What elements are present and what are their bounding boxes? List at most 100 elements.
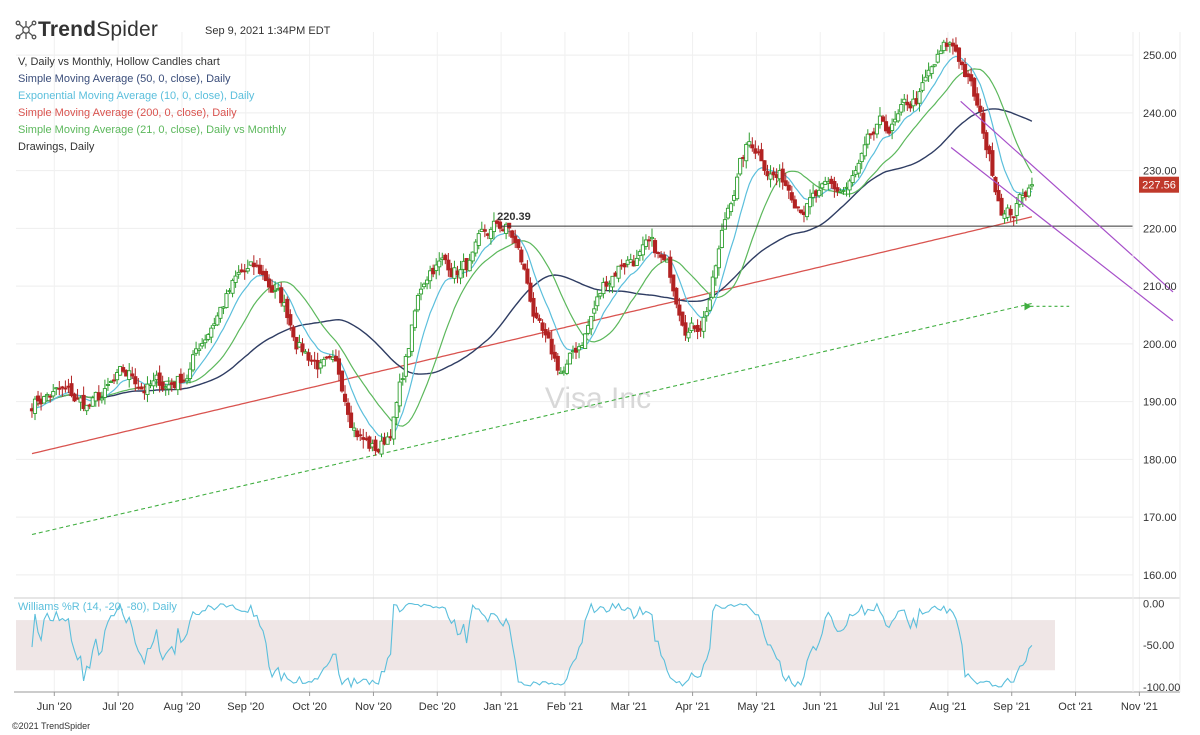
- candle: [902, 93, 907, 112]
- candle: [458, 260, 463, 285]
- candle: [735, 173, 740, 201]
- candle: [528, 277, 533, 303]
- candle: [835, 183, 840, 197]
- candle: [890, 118, 895, 140]
- candle: [45, 392, 50, 402]
- legend-entry: Simple Moving Average (50, 0, close), Da…: [18, 73, 231, 85]
- candle: [321, 356, 326, 367]
- sma-21-monthly-line: [31, 302, 1033, 536]
- candle: [418, 282, 424, 301]
- sma-21-line: [31, 68, 1033, 427]
- candle: [1011, 216, 1016, 227]
- williams-r-tick-label: 0.00: [1143, 598, 1164, 610]
- candle: [270, 279, 275, 293]
- candle: [1026, 184, 1031, 198]
- candle: [342, 385, 348, 406]
- candle: [443, 253, 448, 265]
- chart-watermark: Visa Inc: [545, 382, 651, 415]
- time-tick-label: Nov '20: [355, 701, 392, 713]
- candle: [473, 239, 478, 257]
- candle: [768, 165, 773, 188]
- candle: [385, 432, 390, 445]
- price-tick-label: 170.00: [1143, 512, 1177, 524]
- time-tick-label: Dec '20: [419, 701, 456, 713]
- time-tick-label: Aug '20: [163, 701, 200, 713]
- candle: [598, 292, 603, 300]
- legend-entry: Simple Moving Average (21, 0, close), Da…: [18, 124, 287, 136]
- candle: [975, 87, 980, 108]
- candle: [738, 157, 743, 177]
- candle: [99, 391, 104, 404]
- candle: [537, 314, 542, 323]
- legend-entry: Drawings, Daily: [18, 141, 95, 153]
- candle: [987, 144, 992, 162]
- candle: [403, 353, 408, 383]
- candle: [194, 341, 199, 357]
- candle: [215, 312, 220, 327]
- candle: [969, 68, 974, 87]
- candle: [555, 353, 560, 376]
- candle: [564, 359, 569, 376]
- candle: [352, 422, 357, 438]
- candle: [525, 260, 530, 285]
- candle: [522, 263, 527, 271]
- candle: [224, 289, 229, 309]
- candle: [400, 372, 405, 386]
- candle: [674, 287, 679, 309]
- last-price-badge: 227.56: [1139, 176, 1179, 193]
- candle: [84, 404, 89, 416]
- candle: [467, 253, 472, 272]
- candle: [956, 47, 962, 69]
- candle: [874, 123, 879, 139]
- candle: [358, 428, 363, 442]
- price-tick-label: 180.00: [1143, 454, 1177, 466]
- candle: [783, 172, 788, 187]
- brand-name: TrendSpider: [38, 18, 159, 41]
- candle: [920, 74, 925, 93]
- candle: [808, 189, 813, 215]
- candle: [935, 49, 940, 64]
- candle: [795, 206, 800, 212]
- time-tick-label: Jun '20: [37, 701, 72, 713]
- trend-drawings: 220.39: [497, 100, 1174, 322]
- candle: [81, 386, 86, 412]
- candle: [108, 379, 114, 383]
- candle: [899, 98, 904, 116]
- candle: [57, 380, 62, 396]
- candle: [683, 314, 688, 341]
- williams-r-tick-label: -50.00: [1143, 640, 1174, 652]
- candle: [704, 306, 709, 322]
- price-tick-label: 240.00: [1143, 108, 1177, 120]
- projection-arrow: [1024, 302, 1070, 311]
- axes: 160.00 170.00 180.00 190.00 200.00 210.00 220.…: [14, 32, 1181, 713]
- candle: [510, 229, 515, 245]
- candle: [115, 368, 120, 385]
- candle: [616, 265, 621, 283]
- candle: [373, 435, 378, 456]
- candle: [762, 160, 767, 175]
- time-tick-label: Feb '21: [547, 701, 583, 713]
- candle: [753, 140, 758, 160]
- candle: [847, 178, 852, 198]
- candle: [929, 65, 934, 79]
- candle: [470, 251, 475, 264]
- candle: [178, 368, 183, 391]
- support-level-label: 220.39: [497, 211, 531, 223]
- candle: [497, 219, 503, 233]
- candle: [990, 142, 995, 178]
- candle: [728, 201, 734, 216]
- candle: [1008, 205, 1013, 222]
- candle: [245, 259, 250, 274]
- candle: [883, 114, 889, 134]
- candle: [701, 311, 706, 339]
- candle: [121, 364, 126, 374]
- candle: [516, 239, 521, 250]
- candle: [431, 264, 436, 278]
- candle: [567, 352, 572, 365]
- time-tick-label: Aug '21: [929, 701, 966, 713]
- channel-lower-line: [950, 147, 1174, 322]
- candle: [865, 129, 870, 149]
- candle: [744, 142, 749, 169]
- candle: [139, 382, 144, 390]
- ema-10-line: [31, 55, 1033, 439]
